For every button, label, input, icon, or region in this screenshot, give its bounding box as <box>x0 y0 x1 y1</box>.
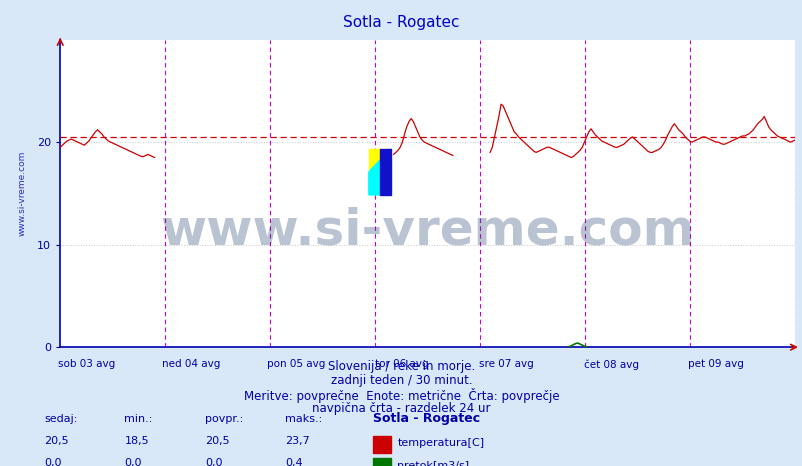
Text: 0,4: 0,4 <box>285 459 302 466</box>
Text: ned 04 avg: ned 04 avg <box>162 359 221 370</box>
Text: 0,0: 0,0 <box>205 459 222 466</box>
Text: pet 09 avg: pet 09 avg <box>687 359 743 370</box>
Text: Sotla - Rogatec: Sotla - Rogatec <box>373 412 480 425</box>
Text: sre 07 avg: sre 07 avg <box>478 359 533 370</box>
Text: 0,0: 0,0 <box>44 459 62 466</box>
Text: Sotla - Rogatec: Sotla - Rogatec <box>342 15 460 30</box>
Text: Meritve: povprečne  Enote: metrične  Črta: povprečje: Meritve: povprečne Enote: metrične Črta:… <box>243 388 559 403</box>
Polygon shape <box>368 149 391 195</box>
Text: temperatura[C]: temperatura[C] <box>397 439 484 448</box>
Text: navpična črta - razdelek 24 ur: navpična črta - razdelek 24 ur <box>312 402 490 415</box>
Polygon shape <box>368 149 391 172</box>
Text: min.:: min.: <box>124 414 152 424</box>
Text: www.si-vreme.com: www.si-vreme.com <box>160 206 694 254</box>
Text: zadnji teden / 30 minut.: zadnji teden / 30 minut. <box>330 374 472 387</box>
Text: www.si-vreme.com: www.si-vreme.com <box>18 151 26 236</box>
Text: tor 06 avg: tor 06 avg <box>374 359 427 370</box>
Text: povpr.:: povpr.: <box>205 414 243 424</box>
FancyBboxPatch shape <box>379 149 391 195</box>
Text: maks.:: maks.: <box>285 414 322 424</box>
Text: čet 08 avg: čet 08 avg <box>583 359 638 370</box>
Text: 0,0: 0,0 <box>124 459 142 466</box>
Text: pretok[m3/s]: pretok[m3/s] <box>397 461 469 466</box>
Text: 23,7: 23,7 <box>285 436 310 446</box>
Text: sedaj:: sedaj: <box>44 414 78 424</box>
Text: Slovenija / reke in morje.: Slovenija / reke in morje. <box>327 360 475 373</box>
Text: 20,5: 20,5 <box>205 436 229 446</box>
Text: sob 03 avg: sob 03 avg <box>58 359 115 370</box>
Text: 20,5: 20,5 <box>44 436 69 446</box>
Text: pon 05 avg: pon 05 avg <box>267 359 325 370</box>
Text: 18,5: 18,5 <box>124 436 149 446</box>
